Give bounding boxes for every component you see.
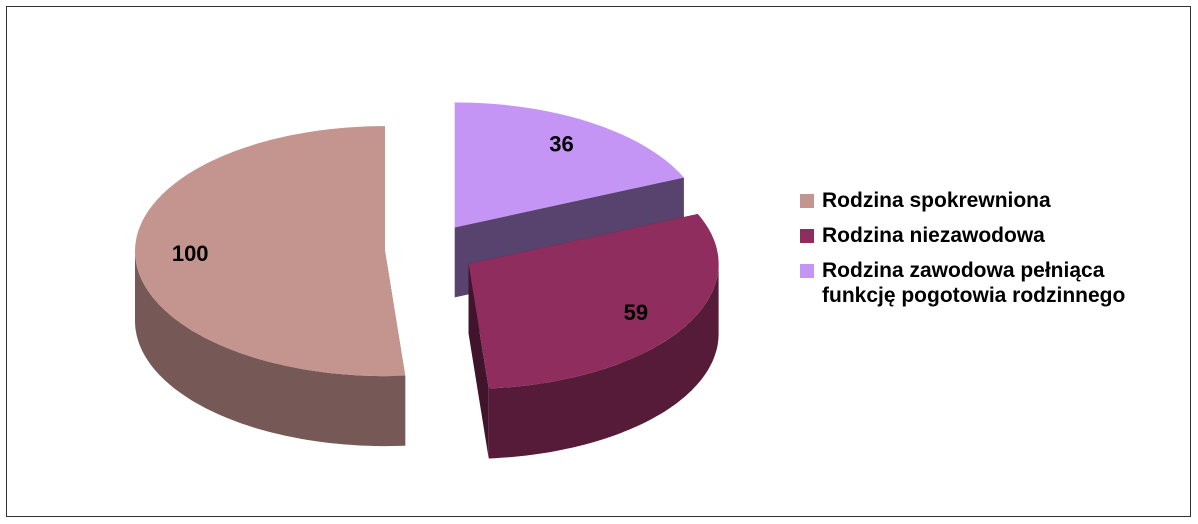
legend-item: Rodzina niezawodowa — [800, 223, 1150, 248]
legend-swatch — [800, 264, 814, 278]
slice — [135, 126, 406, 377]
slice-side — [468, 263, 489, 459]
legend-swatch — [800, 194, 814, 208]
chart-border — [6, 6, 1191, 517]
slice — [454, 102, 684, 228]
legend-swatch — [800, 229, 814, 243]
legend-label: Rodzina niezawodowa — [822, 224, 1045, 247]
legend: Rodzina spokrewniona Rodzina niezawodowa R… — [800, 188, 1150, 318]
legend-label: Rodzina zawodowa pełniąca funkcję pogoto… — [822, 259, 1126, 307]
slice-wall — [135, 251, 406, 447]
data-label: 59 — [624, 300, 648, 325]
slice-wall — [488, 263, 719, 459]
legend-item: Rodzina spokrewniona — [800, 188, 1150, 213]
slice — [468, 214, 719, 389]
data-label: 36 — [549, 132, 573, 157]
legend-item: Rodzina zawodowa pełniąca funkcję pogoto… — [800, 258, 1150, 308]
legend-label: Rodzina spokrewniona — [822, 189, 1051, 212]
data-label: 100 — [172, 241, 209, 266]
